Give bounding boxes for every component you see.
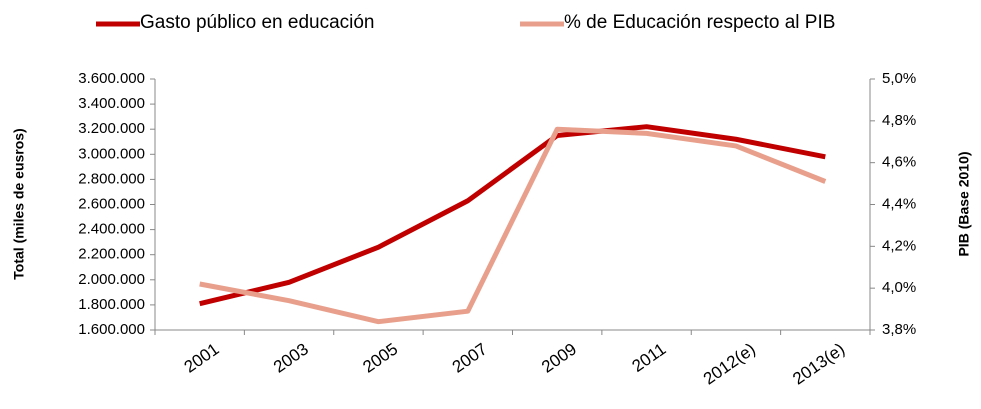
y2-tick-label: 4,4% bbox=[882, 195, 916, 212]
x-tick-label: 2007 bbox=[449, 339, 491, 376]
x-tick-label: 2005 bbox=[359, 339, 401, 376]
y-tick-label: 1.800.000 bbox=[78, 296, 145, 313]
x-tick-label: 2013(e) bbox=[789, 339, 848, 388]
y2-tick-label: 4,0% bbox=[882, 279, 916, 296]
y2-tick-label: 5,0% bbox=[882, 70, 916, 87]
y-tick-label: 2.000.000 bbox=[78, 271, 145, 288]
y-tick-label: 3.400.000 bbox=[78, 95, 145, 112]
x-tick-label: 2011 bbox=[629, 339, 670, 376]
y2-tick-label: 4,2% bbox=[882, 237, 916, 254]
series-line bbox=[199, 124, 826, 307]
y-tick-label: 1.600.000 bbox=[78, 321, 145, 338]
x-tick-label: 2009 bbox=[538, 339, 580, 376]
y-tick-label: 3.600.000 bbox=[78, 70, 145, 87]
y-tick-label: 2.600.000 bbox=[78, 195, 145, 212]
y-axis-title: Total (miles de eusros) bbox=[11, 128, 27, 279]
y-tick-label: 2.800.000 bbox=[78, 170, 145, 187]
x-tick-label: 2003 bbox=[270, 339, 312, 376]
y-tick-label: 3.000.000 bbox=[78, 145, 145, 162]
x-tick-label: 2001 bbox=[181, 339, 223, 376]
legend-label: Gasto público en educación bbox=[140, 12, 375, 33]
x-tick-label: 2012(e) bbox=[700, 339, 759, 388]
y2-tick-label: 3,8% bbox=[882, 321, 916, 338]
y2-tick-label: 4,8% bbox=[882, 112, 916, 129]
y-tick-label: 2.400.000 bbox=[78, 221, 145, 238]
y-tick-label: 3.200.000 bbox=[78, 120, 145, 137]
legend-label: % de Educación respecto al PIB bbox=[564, 12, 835, 33]
series-line bbox=[199, 126, 827, 325]
y2-tick-label: 4,6% bbox=[882, 154, 916, 171]
y-tick-label: 2.200.000 bbox=[78, 246, 145, 263]
y2-axis-title: PIB (Base 2010) bbox=[956, 151, 972, 256]
